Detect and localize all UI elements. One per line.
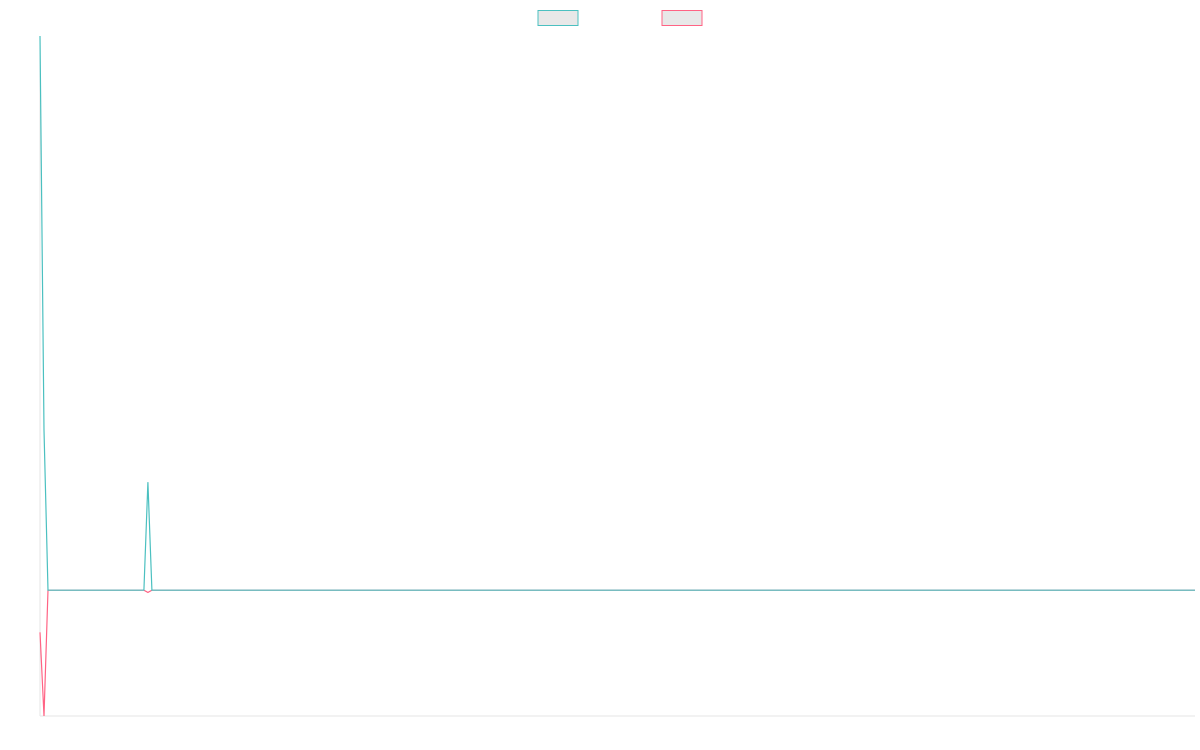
series-line	[39, 35, 1195, 591]
series-line	[39, 589, 1195, 717]
legend-swatch	[537, 10, 579, 26]
legend-swatch	[661, 10, 703, 26]
